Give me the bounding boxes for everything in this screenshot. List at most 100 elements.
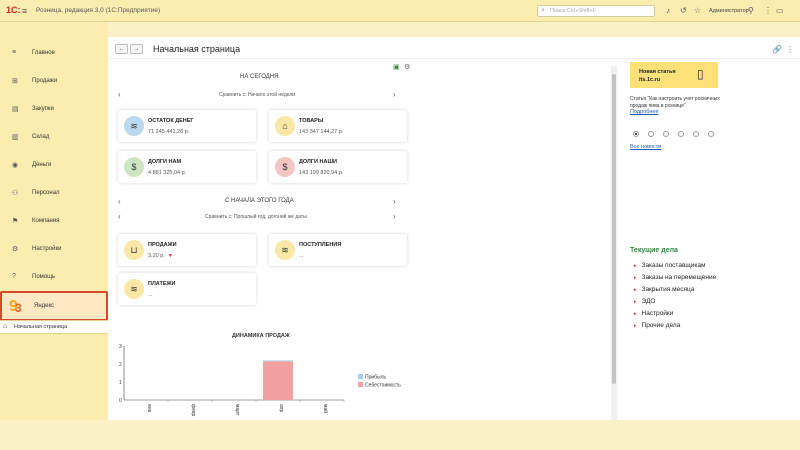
hamburger-menu-icon[interactable]: ≡ xyxy=(22,6,28,16)
legend-label: Себестоимость xyxy=(365,383,401,389)
triangle-icon: ▸ xyxy=(634,323,637,329)
sidebar-item-label: Главное xyxy=(32,50,55,56)
flag-icon: ⚑ xyxy=(12,218,19,225)
link-icon[interactable]: 🔗 xyxy=(772,45,782,54)
pager-dot[interactable] xyxy=(648,131,654,137)
card-value: ... xyxy=(299,253,304,259)
next-arrow-icon[interactable]: › xyxy=(393,197,396,206)
triangle-icon: ▸ xyxy=(634,263,637,269)
sidebar-item-settings[interactable]: ⚙ Настройки xyxy=(0,236,108,264)
open-tab-home[interactable]: ⌂ Начальная страница xyxy=(0,320,108,334)
compare-period[interactable]: Сравнить с: Начало этой недели xyxy=(219,92,296,98)
pager-dot[interactable] xyxy=(663,131,669,137)
triangle-icon: ▸ xyxy=(634,287,637,293)
card-title: ПЛАТЕЖИ xyxy=(148,281,176,287)
x-tick-label: март xyxy=(234,404,240,416)
card-goods[interactable]: ⌂ ТОВАРЫ 143 347 144,27 р. xyxy=(269,110,407,142)
pager-dot[interactable] xyxy=(678,131,684,137)
prev-arrow-icon[interactable]: ‹ xyxy=(118,197,121,206)
sidebar-item-purchases[interactable]: ▤ Закупки xyxy=(0,96,108,124)
refresh-icon[interactable]: ▣ xyxy=(393,64,400,71)
task-label: Закрытия месяца xyxy=(641,286,695,293)
task-item[interactable]: ▸ ЭДО xyxy=(634,298,655,305)
news-banner[interactable]: Новая статья its.1c.ru ▯ xyxy=(630,62,718,88)
sidebar-item-sales[interactable]: ⊞ Продажи xyxy=(0,68,108,96)
prev-arrow-icon[interactable]: ‹ xyxy=(118,90,121,99)
1c-logo: 1С: xyxy=(6,5,21,15)
history-icon[interactable]: ↺ xyxy=(680,6,687,15)
money-stack-icon: ≋ xyxy=(124,279,144,299)
back-button[interactable]: ← xyxy=(115,44,128,54)
next-arrow-icon[interactable]: › xyxy=(393,212,396,221)
task-label: Заказы поставщикам xyxy=(641,262,706,269)
triangle-icon: ▸ xyxy=(634,311,637,317)
search-input[interactable]: ⌕ Поиск Ctrl+Shift+F xyxy=(537,5,655,17)
yandex-logo: 9 3 xyxy=(9,298,22,314)
pager-dot[interactable] xyxy=(633,131,639,137)
pager-dot[interactable] xyxy=(693,131,699,137)
search-placeholder: Поиск Ctrl+Shift+F xyxy=(550,8,597,14)
card-value: 3,20 р. ▼ xyxy=(148,253,173,259)
task-item[interactable]: ▸ Закрытия месяца xyxy=(634,286,694,293)
next-arrow-icon[interactable]: › xyxy=(393,90,396,99)
sidebar-item-main[interactable]: ≡ Главное xyxy=(0,40,108,68)
gear-icon[interactable]: ⚙ xyxy=(404,64,411,71)
card-payments[interactable]: ≋ ПЛАТЕЖИ ... xyxy=(118,273,256,305)
filter-icon[interactable]: ⚲ xyxy=(748,6,754,15)
svg-text:3: 3 xyxy=(15,301,22,314)
task-item[interactable]: ▸ Заказы поставщикам xyxy=(634,262,705,269)
card-value-text: 3,20 р. xyxy=(148,253,165,259)
sidebar-item-company[interactable]: ⚑ Компания xyxy=(0,208,108,236)
news-more-link[interactable]: Подробнее xyxy=(630,109,659,115)
card-value: 4 881 325,04 р. xyxy=(148,170,187,176)
y-tick-label: 2 xyxy=(119,362,122,368)
hand-money-icon: $ xyxy=(124,157,144,177)
task-label: ЭДО xyxy=(641,298,656,305)
bar-cost xyxy=(263,361,293,400)
basket-icon: ⊔ xyxy=(124,240,144,260)
card-receipts[interactable]: ≋ ПОСТУПЛЕНИЯ ... xyxy=(269,234,407,266)
card-title: ДОЛГИ НАМ xyxy=(148,159,182,165)
window-icon[interactable]: ▭ xyxy=(776,6,784,15)
bell-icon[interactable]: ♪ xyxy=(666,6,670,15)
card-receivables[interactable]: $ ДОЛГИ НАМ 4 881 325,04 р. xyxy=(118,151,256,183)
scrollbar-thumb[interactable] xyxy=(612,74,616,384)
x-tick-label: апр xyxy=(278,404,284,412)
sidebar-item-label: Закупки xyxy=(32,106,54,112)
tasks-title: Текущие дела xyxy=(630,247,678,254)
sidebar-item-warehouse[interactable]: ▥ Склад xyxy=(0,124,108,152)
task-item[interactable]: ▸ Заказы на перемещение xyxy=(634,274,716,281)
pager-dot[interactable] xyxy=(708,131,714,137)
page-title: Начальная страница xyxy=(153,44,241,54)
task-item[interactable]: ▸ Прочие дела xyxy=(634,322,680,329)
more-icon[interactable]: ⋮ xyxy=(786,45,794,54)
forward-button[interactable]: → xyxy=(130,44,143,54)
sidebar-item-staff[interactable]: ⚇ Персонал xyxy=(0,180,108,208)
money-stack-icon: ≋ xyxy=(275,240,295,260)
user-name[interactable]: Администратор xyxy=(709,8,749,14)
help-icon: ? xyxy=(12,273,16,280)
sidebar-item-help[interactable]: ? Помощь xyxy=(0,264,108,292)
page-header: ← → xyxy=(108,37,800,59)
book-icon: ▯ xyxy=(697,67,704,81)
sidebar-item-money[interactable]: ◉ Деньги xyxy=(0,152,108,180)
card-sales[interactable]: ⊔ ПРОДАЖИ 3,20 р. ▼ xyxy=(118,234,256,266)
triangle-icon: ▸ xyxy=(634,299,637,305)
sales-chart: 0 1 2 3 янв февр март апр май Прибыль Себестоимост… xyxy=(119,344,401,417)
legend-label: Прибыль xyxy=(365,375,387,381)
settings-menu-icon[interactable]: ⋮ xyxy=(764,6,772,15)
money-stack-icon: ≋ xyxy=(124,116,144,136)
sidebar-item-label: Яндекс xyxy=(34,303,55,309)
sidebar-item-label: Помощь xyxy=(32,274,56,280)
card-payables[interactable]: $ ДОЛГИ НАШИ 143 199 820,94 р. xyxy=(269,151,407,183)
x-tick-label: февр xyxy=(190,404,196,417)
card-cash-balance[interactable]: ≋ ОСТАТОК ДЕНЕГ 71 245 441,28 р. xyxy=(118,110,256,142)
task-item[interactable]: ▸ Настройки xyxy=(634,310,673,317)
sidebar-item-yandex[interactable]: 9 3 Яндекс xyxy=(0,291,108,321)
star-icon[interactable]: ☆ xyxy=(694,6,702,15)
chart-title: ДИНАМИКА ПРОДАЖ xyxy=(232,333,290,339)
compare-period[interactable]: Сравнить с: Прошлый год, догоний же даты xyxy=(205,214,307,220)
prev-arrow-icon[interactable]: ‹ xyxy=(118,212,121,221)
sidebar-item-label: Персонал xyxy=(32,190,60,196)
all-news-link[interactable]: Все новости xyxy=(630,144,662,150)
